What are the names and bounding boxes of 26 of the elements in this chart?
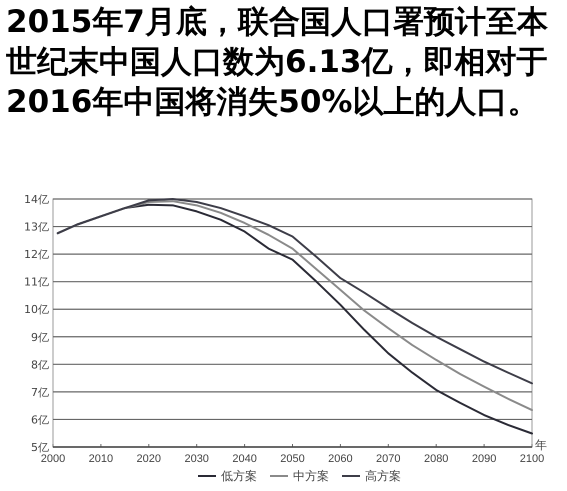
y-tick-label: 12亿 [24,248,49,262]
x-tick-label: 2050 [280,453,305,465]
y-tick-label: 14亿 [24,193,49,206]
y-tick-label: 6亿 [31,413,49,426]
x-tick-label: 2100 [520,453,544,465]
legend-label: 中方案 [293,469,329,483]
legend-label: 低方案 [221,469,257,483]
chart-title: 2015年7月底，联合国人口署预计至本世纪末中国人口数为6.13亿，即相对于2016年中国将消失50%以上的人口。 [6,3,549,122]
x-axis-title: 年 [535,438,547,452]
x-tick-label: 2060 [328,453,353,465]
y-tick-label: 11亿 [24,276,49,289]
y-tick-label: 13亿 [24,220,49,234]
y-tick-label: 10亿 [24,303,49,316]
x-tick-label: 2000 [40,453,66,465]
x-tick-label: 2070 [376,453,401,465]
x-tick-label: 2080 [424,453,448,465]
x-tick-label: 2010 [88,453,114,465]
x-tick-label: 2040 [232,453,257,465]
x-tick-label: 2020 [136,453,162,465]
legend-label: 高方案 [365,469,401,483]
y-tick-label: 8亿 [31,358,49,372]
x-tick-label: 2030 [184,453,209,465]
y-tick-label: 9亿 [31,330,49,344]
x-tick-label: 2090 [472,453,496,465]
y-tick-label: 7亿 [31,386,49,399]
y-tick-label: 5亿 [31,441,49,454]
